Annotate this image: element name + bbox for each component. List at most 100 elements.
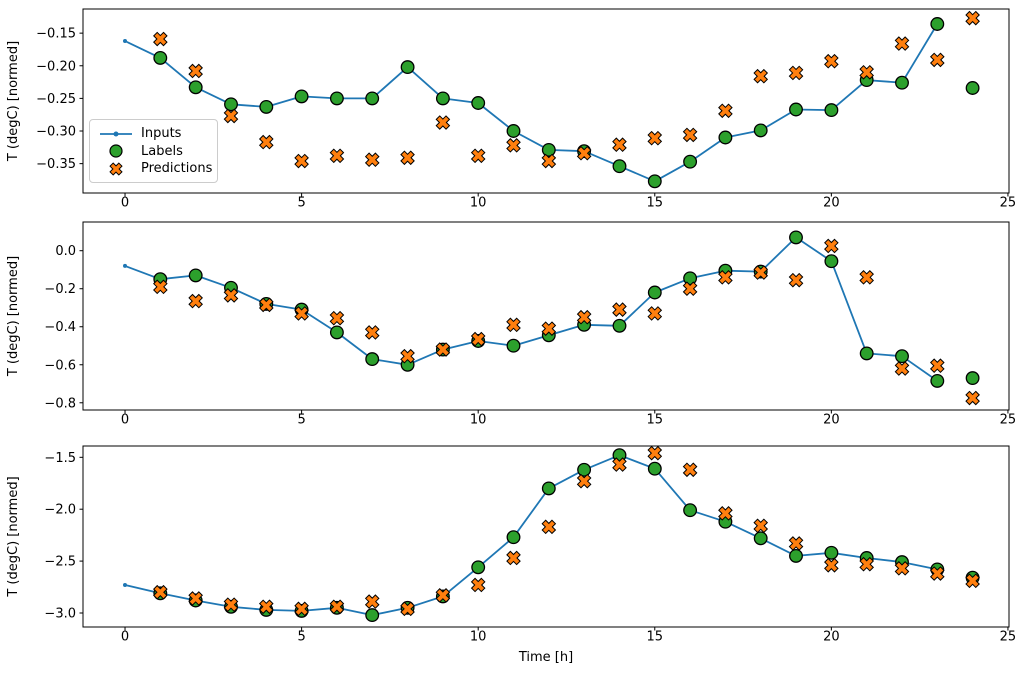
prediction-point <box>647 130 663 146</box>
prediction-point <box>364 594 380 609</box>
prediction-point <box>929 52 945 68</box>
prediction-point <box>612 457 627 472</box>
x-tick-label: 20 <box>823 413 840 428</box>
label-point <box>789 102 803 117</box>
prediction-point <box>470 331 486 347</box>
label-point <box>895 349 909 364</box>
prediction-point <box>258 599 274 615</box>
label-point <box>153 50 168 65</box>
series-inputs <box>123 235 940 383</box>
label-point <box>753 531 768 546</box>
label-point <box>506 530 521 545</box>
prediction-point <box>364 325 380 340</box>
prediction-point <box>824 53 839 69</box>
prediction-point <box>718 103 733 119</box>
subplot-2-ticks: 0 5 10 15 20 25 0.0 −0.2 −0.4 −0.6 −0.8 <box>44 244 1016 427</box>
prediction-point <box>153 279 168 295</box>
label-point <box>471 560 486 575</box>
y-tick-label: −0.6 <box>44 358 76 373</box>
label-point <box>895 75 909 90</box>
label-point <box>506 124 521 138</box>
label-point <box>789 548 803 563</box>
label-point <box>824 254 839 269</box>
inputs-line-icon <box>100 131 132 136</box>
x-tick-label: 10 <box>470 196 487 211</box>
label-point <box>718 130 733 145</box>
prediction-point <box>153 584 168 600</box>
x-tick-label: 0 <box>121 196 129 211</box>
x-tick-label: 25 <box>1000 630 1017 645</box>
prediction-point <box>682 462 698 478</box>
prediction-point <box>718 270 733 285</box>
label-point <box>647 285 662 300</box>
prediction-point <box>223 597 239 613</box>
inputs-dot-sample <box>113 131 119 136</box>
y-tick-label: −0.2 <box>44 282 76 297</box>
y-axis-label: T (degC) [normed] <box>6 41 21 162</box>
prediction-point <box>294 153 309 169</box>
prediction-point <box>188 293 203 309</box>
x-tick-label: 20 <box>823 196 840 211</box>
prediction-point <box>258 297 274 313</box>
label-point <box>683 154 698 169</box>
series-inputs <box>123 22 940 184</box>
series-labels <box>153 230 980 388</box>
prediction-point <box>753 68 769 84</box>
label-point <box>188 268 203 283</box>
subplot-1-ticks: 0 5 10 15 20 25 −0.15 −0.20 −0.25 −0.30 −0.35 <box>36 27 1016 211</box>
prediction-point <box>647 306 663 321</box>
prediction-point <box>541 519 557 535</box>
prediction-point <box>965 573 980 589</box>
y-axis-label: T (degC) [normed] <box>6 256 21 377</box>
x-tick-label: 5 <box>297 413 305 428</box>
series-inputs <box>123 453 940 618</box>
prediction-point <box>223 288 239 303</box>
prediction-point <box>364 152 380 168</box>
y-tick-label: −0.35 <box>36 157 76 172</box>
legend-label-inputs: Inputs <box>141 126 182 141</box>
prediction-point <box>788 272 804 288</box>
prediction-point <box>153 31 168 47</box>
x-tick-label: 15 <box>647 413 664 428</box>
y-tick-label: −3.0 <box>44 606 76 621</box>
label-point <box>259 99 274 114</box>
label-point <box>930 373 945 388</box>
y-tick-label: −2.0 <box>44 503 76 518</box>
prediction-point <box>894 361 910 376</box>
label-point <box>577 462 592 477</box>
label-point <box>965 81 980 95</box>
prediction-point <box>435 115 451 130</box>
prediction-point <box>506 138 521 153</box>
y-axis-label: T (degC) [normed] <box>6 476 21 597</box>
label-point <box>188 80 203 95</box>
input-point <box>123 39 127 43</box>
x-tick-label: 25 <box>1000 196 1017 211</box>
inputs-line <box>124 23 939 183</box>
prediction-point <box>859 556 874 572</box>
label-point <box>824 103 839 118</box>
label-point <box>224 97 238 112</box>
prediction-point <box>188 63 203 79</box>
prediction-point <box>824 557 839 573</box>
inputs-line <box>124 236 938 382</box>
prediction-point <box>541 153 557 169</box>
legend-label-predictions: Predictions <box>141 161 213 176</box>
prediction-point <box>258 134 274 150</box>
prediction-point <box>859 64 874 80</box>
prediction-point <box>576 309 592 325</box>
legend: Inputs Labels Predictions <box>89 119 218 183</box>
x-axis-label: Time [h] <box>518 650 573 665</box>
y-tick-label: −2.5 <box>44 555 76 570</box>
label-point <box>753 123 768 138</box>
labels-circle-icon <box>109 144 123 158</box>
prediction-point <box>965 10 980 26</box>
prediction-point <box>894 36 910 51</box>
label-point <box>471 96 486 110</box>
prediction-point <box>329 310 345 326</box>
prediction-point <box>294 601 309 617</box>
series-predictions <box>153 238 980 406</box>
label-point <box>365 608 380 623</box>
axes-frame <box>82 8 1010 194</box>
subplot-1: 0 5 10 15 20 25 −0.15 −0.20 −0.25 −0.30 −0.35 T (de… <box>6 8 1016 211</box>
